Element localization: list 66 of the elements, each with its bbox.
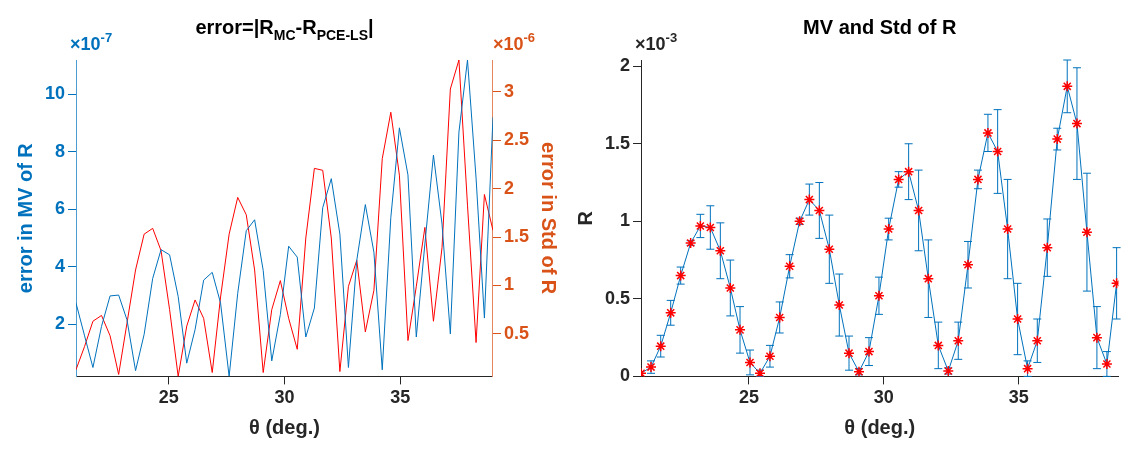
point: [764, 350, 776, 362]
x-axis-title: θ (deg.): [249, 415, 320, 438]
point: [1051, 133, 1064, 145]
point: [962, 258, 974, 271]
point: [694, 220, 707, 232]
x-tick-label: 25: [158, 387, 179, 408]
y-axis-title: error in MV of R: [13, 142, 36, 294]
point: [1071, 117, 1083, 130]
point: [972, 173, 984, 186]
y2-tick-label: 2.5: [503, 129, 530, 150]
point: [724, 282, 737, 294]
point: [654, 340, 667, 352]
point: [714, 245, 727, 257]
y-axis-title: R: [573, 210, 596, 226]
point: [982, 127, 994, 139]
x-tick-label: 35: [390, 387, 411, 408]
y-tick-label: 1: [620, 210, 631, 231]
point: [1041, 241, 1054, 254]
point: [863, 345, 875, 358]
point: [833, 299, 846, 311]
point: [1101, 358, 1113, 370]
point: [882, 223, 895, 235]
x-tick-label: 30: [873, 387, 894, 408]
point: [744, 356, 756, 369]
y-tick-label: 10: [44, 83, 66, 104]
point: [902, 165, 915, 178]
point: [823, 243, 836, 255]
y2-axis-title: error in Std of R: [538, 142, 561, 295]
point: [803, 193, 816, 206]
point: [843, 347, 855, 359]
point: [922, 272, 935, 285]
x-tick-label: 30: [274, 387, 295, 408]
point: [991, 145, 1004, 158]
y-tick-label: 2: [55, 313, 66, 334]
y-tick-label: 2: [620, 55, 631, 76]
y2-tick-label: 0.5: [503, 322, 530, 343]
point: [952, 334, 965, 347]
point: [873, 290, 885, 302]
y-tick-label: 1.5: [604, 132, 631, 153]
x-tick-label: 35: [1008, 387, 1029, 408]
point: [1061, 80, 1073, 93]
point: [1091, 331, 1103, 344]
point: [1001, 223, 1014, 235]
x-axis-title: θ (deg.): [844, 415, 916, 438]
x-tick-label: 25: [738, 387, 759, 408]
point: [783, 260, 796, 273]
point: [1011, 313, 1024, 325]
y2-tick-label: 2: [503, 177, 514, 198]
point: [813, 204, 826, 217]
point: [664, 307, 677, 319]
point: [773, 311, 786, 324]
y-tick-label: 8: [55, 140, 66, 161]
y-tick-label: 4: [55, 255, 66, 276]
chart-title: MV and Std of R: [803, 16, 957, 38]
y-tick-label: 0: [620, 365, 631, 386]
point: [734, 324, 746, 336]
point: [1031, 334, 1044, 347]
point: [932, 339, 945, 352]
point: [912, 204, 925, 217]
y-tick-label: 0.5: [604, 287, 631, 308]
y-tick-label: 6: [55, 198, 66, 219]
point: [704, 221, 717, 234]
y2-tick-label: 1: [503, 274, 514, 295]
y2-tick-label: 1.5: [503, 226, 530, 247]
y2-tick-label: 3: [503, 80, 514, 101]
point: [1081, 226, 1093, 238]
